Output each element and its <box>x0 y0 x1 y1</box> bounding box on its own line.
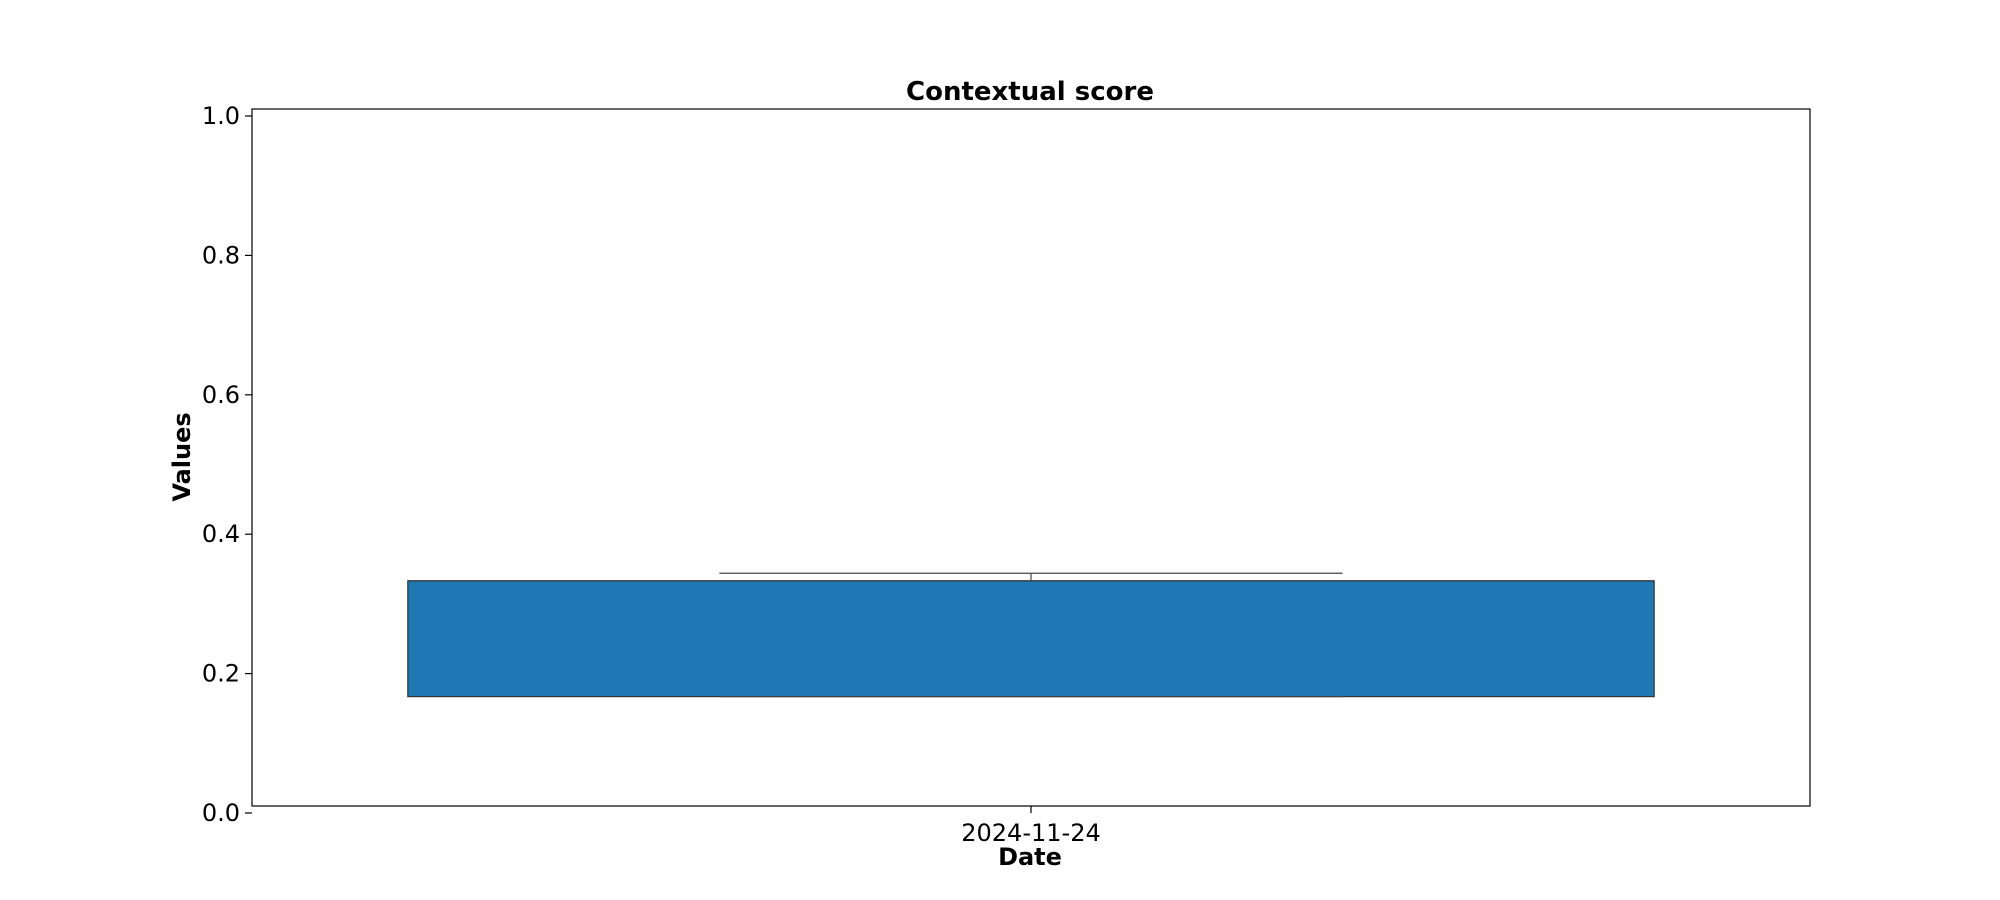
y-tick-label: 0.0 <box>202 799 240 827</box>
x-axis-label: Date <box>998 843 1062 871</box>
plot-area-frame <box>251 108 1811 807</box>
y-tick-label: 1.0 <box>202 102 240 130</box>
y-tick-label: 0.4 <box>202 520 240 548</box>
y-tick-label: 0.6 <box>202 381 240 409</box>
y-axis-label: Values <box>168 412 196 501</box>
box-series <box>407 572 1655 698</box>
y-tick-label: 0.8 <box>202 241 240 269</box>
y-tick-label: 0.2 <box>202 660 240 688</box>
chart-title: Contextual score <box>906 77 1154 107</box>
box-group <box>407 572 1655 698</box>
x-axis: 2024-11-24 <box>961 806 1101 847</box>
y-axis: 0.0 0.2 0.4 0.6 0.8 1.0 <box>202 102 252 827</box>
x-tick-label: 2024-11-24 <box>961 819 1100 847</box>
box-iqr <box>407 580 1655 698</box>
